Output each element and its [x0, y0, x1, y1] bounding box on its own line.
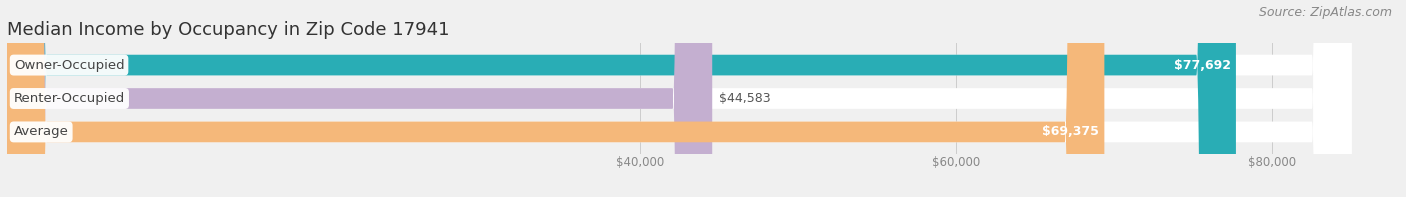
Text: Source: ZipAtlas.com: Source: ZipAtlas.com	[1258, 6, 1392, 19]
FancyBboxPatch shape	[7, 0, 1351, 197]
FancyBboxPatch shape	[7, 0, 1351, 197]
Text: Renter-Occupied: Renter-Occupied	[14, 92, 125, 105]
Text: $77,692: $77,692	[1174, 59, 1230, 72]
Text: Median Income by Occupancy in Zip Code 17941: Median Income by Occupancy in Zip Code 1…	[7, 21, 450, 39]
FancyBboxPatch shape	[7, 0, 1351, 197]
Text: Average: Average	[14, 125, 69, 138]
FancyBboxPatch shape	[7, 0, 1236, 197]
Text: Owner-Occupied: Owner-Occupied	[14, 59, 124, 72]
FancyBboxPatch shape	[7, 0, 1104, 197]
Text: $44,583: $44,583	[718, 92, 770, 105]
Text: $69,375: $69,375	[1042, 125, 1099, 138]
FancyBboxPatch shape	[7, 0, 713, 197]
